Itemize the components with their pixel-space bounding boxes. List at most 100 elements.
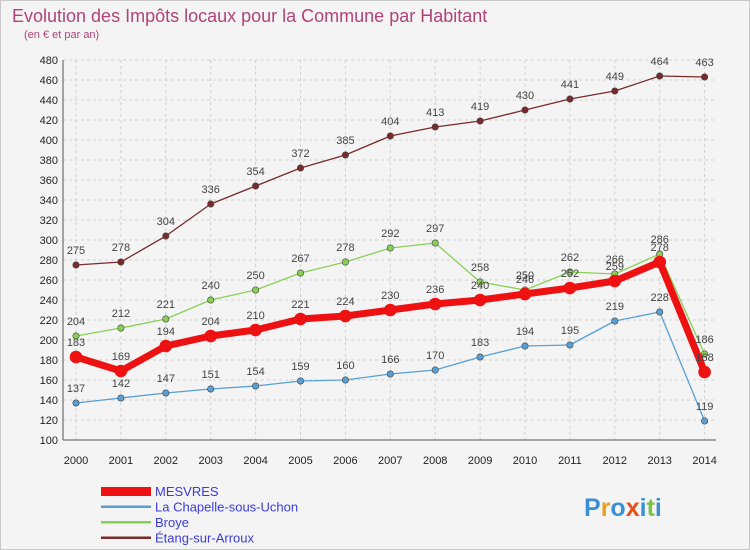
data-label: 204 (67, 316, 85, 328)
data-label: 252 (561, 268, 579, 280)
data-point (296, 377, 304, 385)
x-tick-label: 2013 (647, 455, 671, 467)
data-label: 240 (471, 280, 489, 292)
data-label: 159 (291, 361, 309, 373)
data-point (162, 232, 170, 240)
data-point (162, 389, 170, 397)
chart-title: Evolution des Impôts locaux pour la Comm… (12, 6, 487, 26)
data-label: 210 (246, 310, 264, 322)
data-label: 119 (696, 401, 714, 413)
data-point (341, 258, 349, 266)
legend-label: MESVRES (155, 484, 219, 499)
data-label: 304 (157, 216, 175, 228)
data-label: 168 (695, 352, 713, 364)
data-point (476, 353, 484, 361)
y-tick-label: 260 (40, 275, 58, 287)
legend-label: Étang-sur-Arroux (155, 531, 254, 546)
x-tick-label: 2001 (109, 455, 133, 467)
data-label: 336 (202, 184, 220, 196)
axes: 100 120 140 160 180 200 220 240 260 280 300 320 340 3… (40, 55, 717, 467)
data-label: 258 (471, 262, 489, 274)
data-label: 230 (381, 290, 399, 302)
x-tick-label: 2005 (288, 455, 312, 467)
data-point (701, 73, 709, 81)
data-point (386, 132, 394, 140)
data-point (296, 269, 304, 277)
y-tick-label: 280 (40, 255, 58, 267)
data-label: 154 (246, 366, 264, 378)
data-label: 236 (426, 284, 444, 296)
data-label: 221 (291, 299, 309, 311)
data-label: 259 (606, 261, 624, 273)
y-tick-label: 480 (40, 55, 58, 67)
y-tick-label: 380 (40, 155, 58, 167)
data-label: 419 (471, 101, 489, 113)
data-label: 262 (561, 252, 579, 264)
data-point (563, 281, 577, 295)
data-point (72, 332, 80, 340)
proxiti-logo: Proxiti (584, 494, 662, 522)
data-point (431, 366, 439, 374)
data-point (701, 417, 709, 425)
data-label: 292 (381, 228, 399, 240)
legend-swatch (101, 536, 151, 539)
data-label: 278 (651, 242, 669, 254)
y-tick-label: 320 (40, 215, 58, 227)
data-point (207, 296, 215, 304)
data-label: 240 (202, 280, 220, 292)
legend-label: Broye (155, 515, 189, 530)
data-point (341, 376, 349, 384)
data-label: 449 (606, 71, 624, 83)
data-point (386, 370, 394, 378)
data-label: 195 (561, 325, 579, 337)
data-label: 297 (426, 223, 444, 235)
data-label: 275 (67, 245, 85, 257)
data-point (521, 106, 529, 114)
data-label: 147 (157, 373, 175, 385)
data-point (339, 309, 352, 323)
data-point (383, 303, 397, 317)
data-label: 160 (336, 360, 354, 372)
data-point (252, 286, 260, 294)
data-point (72, 399, 80, 407)
chart-subtitle: (en € et par an) (24, 29, 99, 41)
data-point (117, 394, 125, 402)
data-point (252, 182, 260, 190)
data-point (611, 87, 619, 95)
legend-swatch (101, 487, 151, 496)
y-tick-label: 140 (40, 395, 58, 407)
data-point (611, 317, 619, 325)
data-point (428, 297, 442, 311)
y-tick-label: 240 (40, 295, 58, 307)
data-point (252, 382, 260, 390)
data-label: 404 (381, 116, 399, 128)
y-tick-label: 300 (40, 235, 58, 247)
y-tick-label: 460 (40, 75, 58, 87)
x-tick-label: 2008 (423, 455, 447, 467)
data-point (698, 365, 711, 379)
data-point (518, 287, 532, 301)
data-point (473, 293, 487, 307)
legend-label: La Chapelle-sous-Uchon (155, 500, 298, 515)
data-point (249, 323, 262, 337)
y-tick-label: 100 (40, 435, 58, 447)
data-labels: 275 278 304 336 354 372 385 404 413 419 430 441 449 4… (67, 56, 714, 413)
data-label: 441 (561, 79, 579, 91)
data-label: 250 (246, 270, 264, 282)
y-tick-label: 220 (40, 315, 58, 327)
data-label: 183 (67, 337, 85, 349)
y-tick-label: 420 (40, 115, 58, 127)
x-tick-label: 2003 (198, 455, 222, 467)
x-tick-label: 2009 (468, 455, 492, 467)
x-tick-label: 2007 (378, 455, 402, 467)
x-tick-label: 2004 (243, 455, 267, 467)
data-label: 194 (157, 326, 175, 338)
y-tick-label: 200 (40, 335, 58, 347)
series-group (69, 72, 711, 425)
legend-swatch (101, 505, 151, 508)
data-label: 266 (606, 254, 624, 266)
data-label: 286 (651, 234, 669, 246)
data-point (117, 324, 125, 332)
